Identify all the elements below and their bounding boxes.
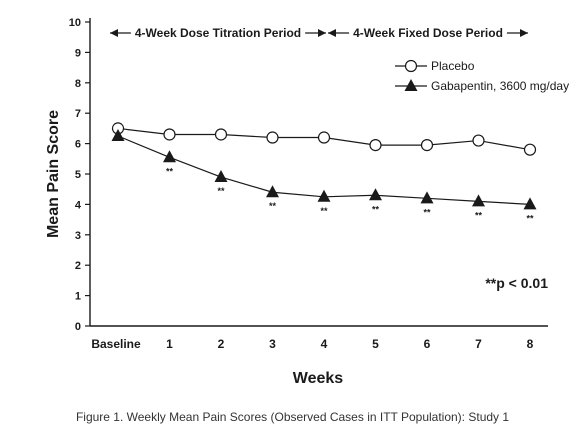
y-tick-label: 9 [75, 47, 81, 59]
y-tick-label: 3 [75, 230, 81, 242]
legend-marker-gabapentin [404, 79, 418, 91]
gabapentin-point [317, 189, 331, 202]
significance-label: ** [320, 206, 328, 216]
period-label: 4-Week Fixed Dose Period [353, 26, 503, 40]
placebo-point [420, 139, 434, 152]
y-tick-label: 1 [75, 291, 81, 303]
pain-score-chart: 0 1 2 3 4 5 6 7 8 9 10 Baseline 1 2 3 4 5 6 7 8 Weeks Mean Pa… [45, 17, 569, 387]
y-tick-label: 5 [75, 169, 81, 181]
placebo-point [472, 134, 485, 147]
y-tick-label: 6 [75, 139, 81, 151]
figure-caption: Figure 1. Weekly Mean Pain Scores (Obser… [75, 410, 510, 424]
placebo-point [369, 139, 382, 152]
x-tick-label: 5 [372, 337, 379, 351]
significance-label: ** [269, 201, 277, 211]
placebo-point [266, 131, 279, 144]
placebo-point [317, 131, 331, 144]
period-arrow-right [520, 29, 528, 37]
legend-marker-placebo [404, 59, 418, 73]
y-tick-label: 0 [75, 321, 81, 333]
y-tick-label: 2 [75, 260, 81, 272]
significance-label: ** [423, 207, 431, 217]
significance-note: **p < 0.01 [485, 275, 548, 291]
gabapentin-point [369, 188, 382, 201]
placebo-point [163, 128, 176, 141]
placebo-point [214, 128, 228, 141]
y-tick-label: 7 [75, 108, 81, 120]
x-tick-label: 2 [218, 337, 225, 351]
significance-label: ** [526, 213, 534, 223]
x-tick-label: 8 [527, 337, 534, 351]
y-tick-label: 4 [75, 199, 82, 211]
x-tick-label: 3 [269, 337, 276, 351]
period-arrow-left [110, 29, 118, 37]
gabapentin-point [111, 129, 125, 141]
x-tick-label: 1 [166, 337, 173, 351]
gabapentin-point [523, 197, 537, 210]
period-label: 4-Week Dose Titration Period [135, 26, 301, 40]
x-tick-label: 6 [424, 337, 431, 351]
gabapentin-point [163, 150, 176, 163]
period-arrow-left [328, 29, 336, 37]
x-tick-label: Baseline [91, 337, 141, 351]
placebo-point [523, 143, 537, 156]
significance-label: ** [475, 210, 483, 220]
gabapentin-point [214, 170, 228, 183]
x-axis-title: Weeks [293, 370, 344, 387]
gabapentin-point [420, 191, 434, 204]
x-tick-label: 4 [321, 337, 328, 351]
significance-label: ** [372, 204, 380, 214]
legend-label-placebo: Placebo [431, 59, 475, 73]
gabapentin-point [472, 194, 485, 207]
significance-label: ** [217, 186, 225, 196]
gabapentin-point [266, 185, 279, 198]
y-tick-label: 10 [69, 17, 81, 29]
y-tick-label: 8 [75, 78, 81, 90]
period-arrow-right [318, 29, 326, 37]
legend-label-gabapentin: Gabapentin, 3600 mg/day [431, 79, 569, 93]
y-axis-title: Mean Pain Score [45, 110, 62, 238]
significance-label: ** [166, 166, 174, 176]
x-tick-label: 7 [475, 337, 482, 351]
